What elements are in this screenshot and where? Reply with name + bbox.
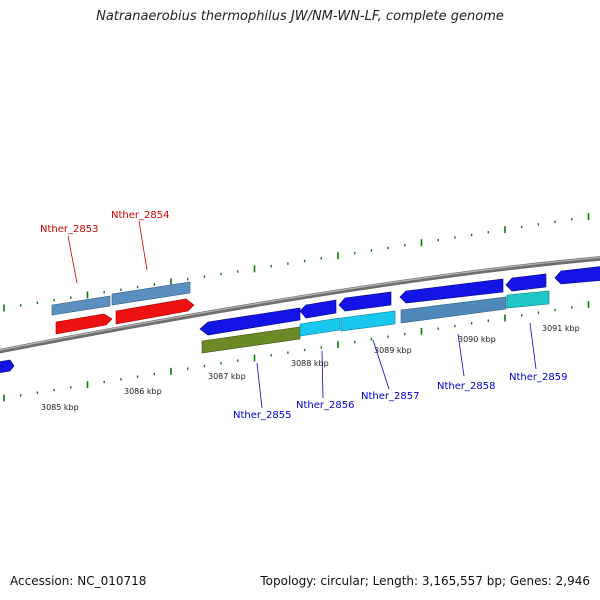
gene-labels: Nther_2853 Nther_2854 Nther_2855 Nther_2… — [40, 210, 567, 421]
gene-upper-4[interactable] — [399, 278, 504, 304]
gene-nther-2854-arrow[interactable] — [115, 298, 195, 325]
map-title: Natranaerobius thermophilus JW/NM-WN-LF,… — [96, 9, 504, 24]
gene-nther-2856[interactable] — [299, 317, 341, 337]
gene-upper-5[interactable] — [505, 273, 547, 292]
gene-nther-2857[interactable] — [340, 310, 396, 332]
kbp-labels: 3085 kbp 3086 kbp 3087 kbp 3088 kbp 3089… — [41, 324, 580, 412]
gene-upper-6[interactable] — [554, 266, 600, 285]
gene-label-nther-2859[interactable]: Nther_2859 — [509, 372, 567, 383]
genome-backbone — [0, 256, 600, 354]
kbp-label: 3087 kbp — [208, 372, 246, 381]
gene-label-nther-2853[interactable]: Nther_2853 — [40, 224, 98, 235]
accession-text: Accession: NC_010718 — [10, 574, 147, 588]
gene-nther-2859[interactable] — [506, 290, 550, 309]
gene-nther-2853-arrow[interactable] — [55, 313, 113, 335]
gene-nther-2858[interactable] — [400, 296, 507, 324]
gene-label-nther-2857[interactable]: Nther_2857 — [361, 391, 419, 402]
kbp-label: 3086 kbp — [124, 387, 162, 396]
kbp-label: 3085 kbp — [41, 403, 79, 412]
gene-label-nther-2854[interactable]: Nther_2854 — [111, 210, 169, 221]
gene-upper-1[interactable] — [199, 307, 301, 336]
kbp-label: 3090 kbp — [458, 335, 496, 344]
genome-backbone-highlight — [0, 256, 600, 351]
genome-summary-text: Topology: circular; Length: 3,165,557 bp… — [260, 574, 590, 588]
gene-nther-2854-box[interactable] — [111, 281, 191, 306]
gene-label-nther-2855[interactable]: Nther_2855 — [233, 410, 291, 421]
leader-lines — [67, 220, 537, 409]
kbp-label: 3091 kbp — [542, 324, 580, 333]
kbp-label: 3088 kbp — [291, 359, 329, 368]
gene-nther-2855[interactable] — [201, 326, 301, 354]
inner-tick-row — [3, 301, 590, 402]
gene-upper-2[interactable] — [299, 299, 337, 319]
outer-tick-row — [3, 213, 590, 312]
gene-upper-3[interactable] — [338, 291, 392, 312]
gene-label-nther-2856[interactable]: Nther_2856 — [296, 400, 354, 411]
kbp-label: 3089 kbp — [374, 346, 412, 355]
gene-left-partial[interactable] — [0, 359, 15, 373]
gene-nther-2853-box[interactable] — [51, 295, 111, 316]
gene-label-nther-2858[interactable]: Nther_2858 — [437, 381, 495, 392]
